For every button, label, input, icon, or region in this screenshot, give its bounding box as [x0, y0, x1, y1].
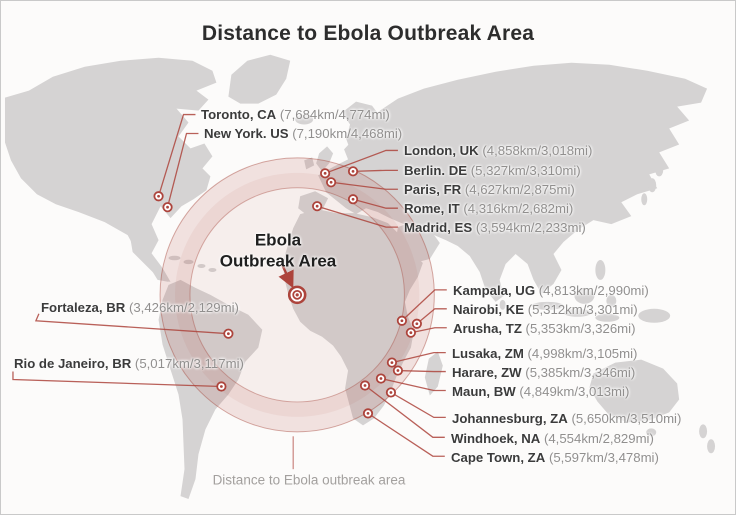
leader-line-nairobi — [416, 308, 447, 325]
city-marker-dot — [166, 205, 169, 209]
city-marker-dot — [157, 194, 160, 198]
city-marker-dot — [400, 319, 404, 323]
city-label-berlin: Berlin. DE (5,327km/3,310mi) — [404, 163, 581, 179]
landmass-eurasia — [318, 62, 708, 302]
city-marker-dot — [351, 197, 355, 201]
leader-line-rio — [12, 371, 222, 388]
outbreak-area-label-line2: Outbreak Area — [219, 251, 337, 270]
leader-line-london — [324, 149, 398, 174]
island-indonesia — [563, 308, 592, 317]
page-title: Distance to Ebola Outbreak Area — [201, 22, 535, 45]
leader-lines — [12, 113, 447, 470]
island-tasmania — [646, 428, 657, 437]
city-marker-dot — [390, 361, 394, 364]
landmass-scandinavia — [342, 101, 381, 153]
city-marker-dot — [363, 384, 367, 387]
leader-line-madrid — [316, 205, 398, 228]
island — [208, 267, 217, 272]
city-label-madrid: Madrid, ES (3,594km/2,233mi) — [404, 220, 586, 236]
leader-line-windhoek — [364, 384, 445, 438]
landmass-iceland — [295, 114, 314, 125]
leader-line-toronto — [157, 113, 196, 197]
city-marker-dot — [389, 391, 393, 394]
leader-line-johannesburg — [390, 391, 446, 419]
island-japan — [655, 164, 664, 177]
city-label-harare: Harare, ZW (5,385km/3,346mi) — [452, 365, 636, 381]
city-marker-dot — [351, 169, 355, 173]
city-label-windhoek: Windhoek, NA (4,554km/2,829mi) — [451, 431, 654, 447]
city-marker-dot — [366, 411, 370, 415]
city-marker-dot — [323, 171, 327, 175]
island-sri-lanka — [499, 299, 506, 310]
city-marker-dot — [396, 369, 400, 372]
island-new-zealand — [707, 439, 716, 454]
landmass-greenland — [228, 54, 291, 104]
distance-ring-inner-edge — [189, 187, 405, 403]
city-marker-dot — [409, 331, 413, 335]
city-marker-dot — [329, 180, 333, 184]
distance-ring-outer-edge — [159, 157, 435, 433]
island — [197, 263, 206, 268]
city-marker-dot — [220, 385, 223, 388]
island — [168, 255, 181, 261]
leader-line-kampala — [401, 289, 447, 322]
leader-line-fortaleza — [34, 313, 229, 335]
landmass-australia — [589, 359, 680, 423]
city-label-paris: Paris, FR (4,627km/2,875mi) — [404, 182, 575, 198]
landmass-ireland — [304, 157, 315, 170]
city-label-london: London, UK (4,858km/3,018mi) — [404, 143, 593, 159]
city-label-johannesburg: Johannesburg, ZA (5,650km/3,510mi) — [452, 411, 682, 427]
landmass-south-america — [158, 279, 263, 500]
landmass-africa — [283, 209, 423, 426]
leader-line-rome — [352, 198, 398, 209]
city-label-rio-de-janeiro: Rio de Janeiro, BR (5,017km/3,117mi) — [14, 356, 244, 372]
outbreak-arrow — [278, 264, 294, 289]
landmass-central-america — [130, 240, 171, 282]
city-label-cape-town: Cape Town, ZA (5,597km/3,478mi) — [451, 450, 659, 466]
leader-line-new-york — [166, 132, 199, 208]
outbreak-bullseye-icon — [287, 285, 307, 305]
island-indonesia — [595, 313, 620, 322]
leader-line-paris — [331, 181, 398, 190]
landmass-north-america — [4, 57, 217, 282]
leader-line-berlin — [353, 169, 398, 172]
leader-line-cape-town — [367, 412, 445, 457]
city-marker-dot — [415, 322, 419, 326]
city-marker-dot — [379, 377, 383, 380]
leader-line-arusha — [410, 327, 447, 334]
island-indonesia — [531, 301, 564, 310]
island-new-guinea — [638, 308, 671, 323]
island-new-zealand — [699, 424, 708, 439]
outbreak-area-label: Ebola Outbreak Area — [220, 230, 337, 271]
island-philippines — [595, 259, 606, 280]
city-label-nairobi: Nairobi, KE (5,312km/3,301mi) — [453, 302, 638, 318]
city-markers — [153, 166, 422, 419]
leader-line-lusaka — [391, 351, 446, 364]
landmass-uk — [316, 146, 334, 172]
world-map-land — [4, 54, 716, 500]
city-label-kampala: Kampala, UG (4,813km/2,990mi) — [453, 283, 649, 299]
island-japan — [648, 178, 657, 193]
leader-line-harare — [397, 369, 446, 373]
island — [183, 259, 194, 265]
leader-line-maun — [380, 377, 446, 392]
city-marker-dot — [226, 332, 230, 336]
island-borneo — [574, 287, 595, 304]
city-label-arusha: Arusha, TZ (5,353km/3,326mi) — [453, 321, 636, 337]
city-label-rome: Rome, IT (4,316km/2,682mi) — [404, 201, 574, 217]
landmass-madagascar — [424, 351, 443, 396]
city-marker-dot — [315, 204, 319, 208]
city-label-fortaleza: Fortaleza, BR (3,426km/2,129mi) — [41, 300, 239, 316]
outbreak-area-label-line1: Ebola — [254, 230, 302, 250]
island-sulawesi — [606, 294, 617, 307]
city-label-toronto: Toronto, CA (7,684km/4,774mi) — [201, 107, 390, 123]
city-label-maun: Maun, BW (4,849km/3,013mi) — [452, 384, 630, 400]
city-label-new-york: New York. US (7,190km/4,468mi) — [204, 126, 403, 142]
island-japan — [641, 193, 648, 206]
ring-caption: Distance to Ebola outbreak area — [212, 472, 406, 488]
city-label-lusaka: Lusaka, ZM (4,998km/3,105mi) — [452, 346, 638, 362]
